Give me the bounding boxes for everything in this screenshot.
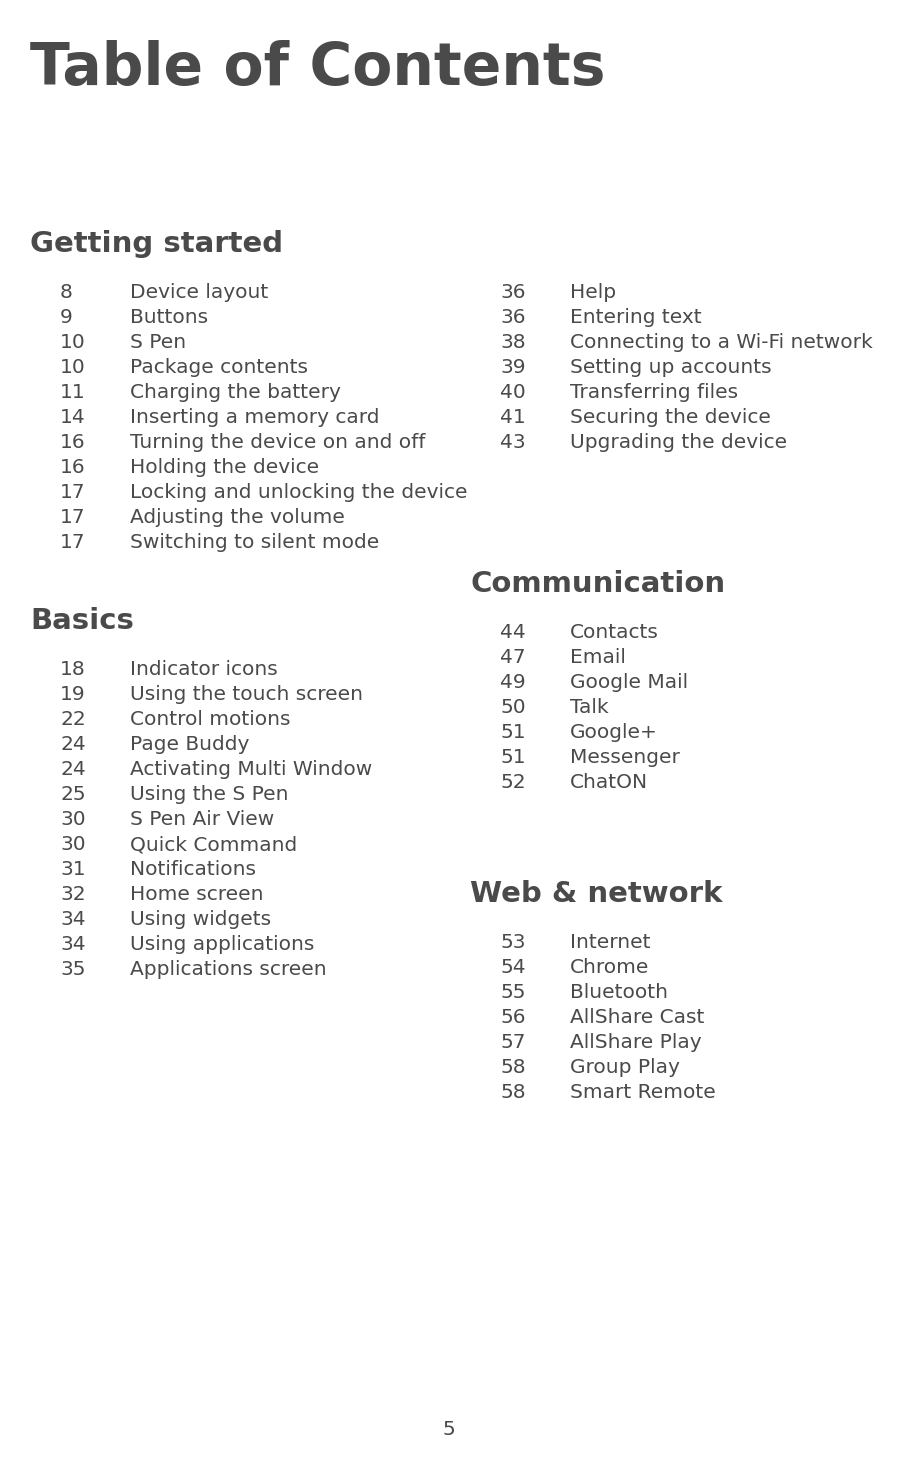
- Text: 31: 31: [60, 859, 85, 878]
- Text: 32: 32: [60, 884, 85, 903]
- Text: 17: 17: [60, 508, 85, 527]
- Text: Indicator icons: Indicator icons: [130, 660, 278, 679]
- Text: 51: 51: [500, 748, 526, 767]
- Text: 56: 56: [500, 1008, 526, 1027]
- Text: Group Play: Group Play: [570, 1058, 680, 1077]
- Text: ChatON: ChatON: [570, 773, 649, 792]
- Text: 18: 18: [60, 660, 86, 679]
- Text: 17: 17: [60, 483, 85, 502]
- Text: 52: 52: [500, 773, 526, 792]
- Text: 53: 53: [500, 933, 526, 952]
- Text: AllShare Cast: AllShare Cast: [570, 1008, 704, 1027]
- Text: Home screen: Home screen: [130, 884, 264, 903]
- Text: 30: 30: [60, 834, 85, 853]
- Text: Help: Help: [570, 284, 616, 303]
- Text: Using applications: Using applications: [130, 934, 314, 953]
- Text: 35: 35: [60, 961, 85, 978]
- Text: Upgrading the device: Upgrading the device: [570, 433, 788, 452]
- Text: Device layout: Device layout: [130, 284, 268, 303]
- Text: Email: Email: [570, 648, 626, 667]
- Text: 25: 25: [60, 784, 85, 804]
- Text: 47: 47: [500, 648, 526, 667]
- Text: Getting started: Getting started: [30, 231, 283, 259]
- Text: Smart Remote: Smart Remote: [570, 1083, 716, 1102]
- Text: Quick Command: Quick Command: [130, 834, 297, 853]
- Text: 51: 51: [500, 723, 526, 742]
- Text: Internet: Internet: [570, 933, 650, 952]
- Text: 24: 24: [60, 759, 86, 779]
- Text: 57: 57: [500, 1033, 526, 1052]
- Text: Adjusting the volume: Adjusting the volume: [130, 508, 344, 527]
- Text: S Pen: S Pen: [130, 333, 186, 353]
- Text: 36: 36: [500, 308, 526, 328]
- Text: Turning the device on and off: Turning the device on and off: [130, 433, 425, 452]
- Text: Transferring files: Transferring files: [570, 383, 738, 403]
- Text: 41: 41: [500, 408, 526, 427]
- Text: 16: 16: [60, 458, 85, 477]
- Text: Setting up accounts: Setting up accounts: [570, 358, 771, 378]
- Text: Entering text: Entering text: [570, 308, 701, 328]
- Text: 58: 58: [500, 1058, 526, 1077]
- Text: 5: 5: [442, 1421, 455, 1440]
- Text: Notifications: Notifications: [130, 859, 256, 878]
- Text: Locking and unlocking the device: Locking and unlocking the device: [130, 483, 467, 502]
- Text: 55: 55: [500, 983, 526, 1002]
- Text: 50: 50: [500, 698, 526, 717]
- Text: Messenger: Messenger: [570, 748, 680, 767]
- Text: 16: 16: [60, 433, 85, 452]
- Text: 58: 58: [500, 1083, 526, 1102]
- Text: Securing the device: Securing the device: [570, 408, 771, 427]
- Text: Talk: Talk: [570, 698, 609, 717]
- Text: 44: 44: [500, 623, 526, 642]
- Text: 39: 39: [500, 358, 526, 378]
- Text: 9: 9: [60, 308, 73, 328]
- Text: Chrome: Chrome: [570, 958, 649, 977]
- Text: Basics: Basics: [30, 607, 134, 635]
- Text: 49: 49: [500, 673, 526, 692]
- Text: 30: 30: [60, 809, 85, 829]
- Text: Communication: Communication: [470, 570, 725, 598]
- Text: Package contents: Package contents: [130, 358, 308, 378]
- Text: 14: 14: [60, 408, 86, 427]
- Text: 43: 43: [500, 433, 526, 452]
- Text: Page Buddy: Page Buddy: [130, 734, 249, 754]
- Text: Google Mail: Google Mail: [570, 673, 688, 692]
- Text: S Pen Air View: S Pen Air View: [130, 809, 274, 829]
- Text: Switching to silent mode: Switching to silent mode: [130, 533, 379, 552]
- Text: 54: 54: [500, 958, 526, 977]
- Text: 10: 10: [60, 358, 86, 378]
- Text: Connecting to a Wi-Fi network: Connecting to a Wi-Fi network: [570, 333, 873, 353]
- Text: 40: 40: [500, 383, 526, 403]
- Text: 19: 19: [60, 685, 85, 704]
- Text: AllShare Play: AllShare Play: [570, 1033, 701, 1052]
- Text: Using the S Pen: Using the S Pen: [130, 784, 289, 804]
- Text: Using widgets: Using widgets: [130, 909, 271, 928]
- Text: Buttons: Buttons: [130, 308, 208, 328]
- Text: Google+: Google+: [570, 723, 658, 742]
- Text: 10: 10: [60, 333, 86, 353]
- Text: Web & network: Web & network: [470, 880, 722, 908]
- Text: Holding the device: Holding the device: [130, 458, 319, 477]
- Text: 11: 11: [60, 383, 86, 403]
- Text: Bluetooth: Bluetooth: [570, 983, 668, 1002]
- Text: Charging the battery: Charging the battery: [130, 383, 341, 403]
- Text: Contacts: Contacts: [570, 623, 659, 642]
- Text: 8: 8: [60, 284, 73, 303]
- Text: Inserting a memory card: Inserting a memory card: [130, 408, 379, 427]
- Text: Activating Multi Window: Activating Multi Window: [130, 759, 372, 779]
- Text: Using the touch screen: Using the touch screen: [130, 685, 363, 704]
- Text: 22: 22: [60, 710, 86, 729]
- Text: Applications screen: Applications screen: [130, 961, 327, 978]
- Text: 17: 17: [60, 533, 85, 552]
- Text: 34: 34: [60, 934, 85, 953]
- Text: 34: 34: [60, 909, 85, 928]
- Text: 24: 24: [60, 734, 86, 754]
- Text: 38: 38: [500, 333, 526, 353]
- Text: Table of Contents: Table of Contents: [30, 40, 605, 97]
- Text: 36: 36: [500, 284, 526, 303]
- Text: Control motions: Control motions: [130, 710, 291, 729]
